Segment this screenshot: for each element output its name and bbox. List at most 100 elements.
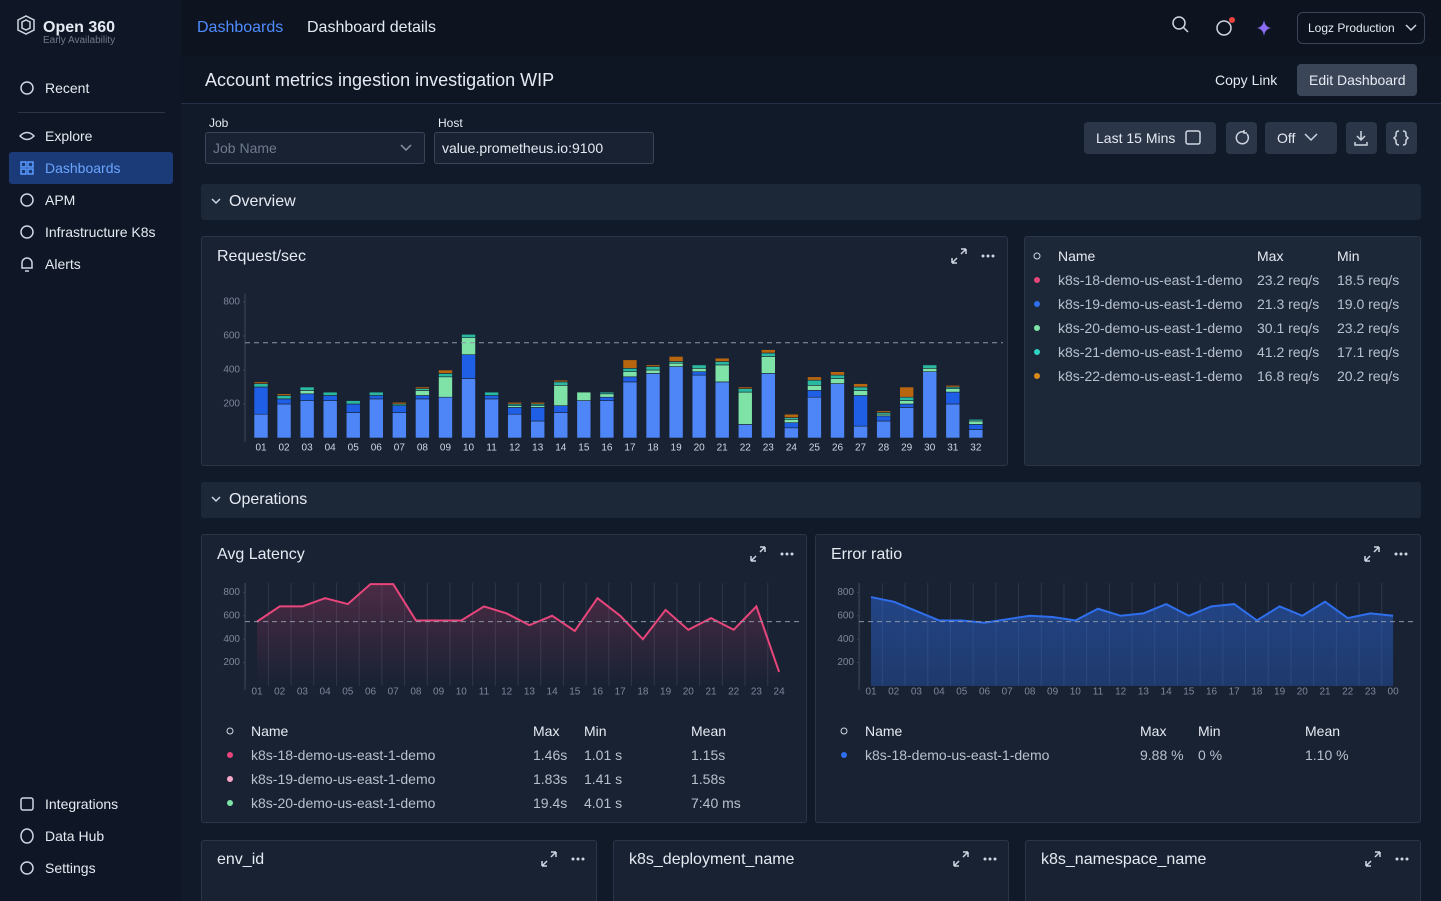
x-tick-label: 14 <box>555 443 567 454</box>
collapse-icon[interactable] <box>211 198 221 503</box>
cell: k8s-18-demo-us-east-1-demo <box>865 747 1050 763</box>
bar-segment <box>853 395 868 427</box>
bar-segment <box>830 374 845 379</box>
apm-icon <box>20 193 34 207</box>
bar-segment <box>714 361 730 366</box>
cell: 41.2 req/s <box>1257 344 1320 360</box>
x-tick-label: 19 <box>1274 687 1286 698</box>
nav-active <box>9 152 173 184</box>
header-dot <box>1033 252 1041 260</box>
expand-icon[interactable] <box>1365 851 1381 867</box>
bar-segment <box>899 396 914 401</box>
refresh-button[interactable] <box>1226 122 1257 154</box>
bar-segment <box>853 425 868 439</box>
expand-icon[interactable] <box>1364 546 1380 562</box>
x-tick-label: 10 <box>463 443 475 454</box>
bar-segment <box>299 390 315 395</box>
bar-segment <box>415 390 430 396</box>
header-dot <box>840 727 848 735</box>
column-header: Mean <box>691 723 727 739</box>
bar-segment <box>691 364 707 369</box>
x-tick-label: 01 <box>251 687 263 698</box>
y-tick-label: 200 <box>223 657 240 668</box>
expand-icon[interactable] <box>541 851 557 867</box>
bar-segment <box>484 398 499 439</box>
bar-segment <box>276 393 292 396</box>
cell: 21.3 req/s <box>1257 296 1320 312</box>
bar-segment <box>507 413 522 439</box>
bar-segment <box>807 384 822 391</box>
line <box>256 583 781 673</box>
edit-button[interactable] <box>1297 64 1417 96</box>
column-header: Max <box>533 723 560 739</box>
column-header: Min <box>1198 723 1221 739</box>
bar-segment <box>714 364 730 383</box>
y-tick-label: 400 <box>223 365 240 376</box>
refresh-select[interactable] <box>1265 122 1337 154</box>
bar-segment <box>253 383 269 388</box>
legend-panel <box>1024 236 1421 466</box>
bar-segment <box>599 400 615 439</box>
panel-title: Request/sec <box>217 248 306 265</box>
x-tick-label: 06 <box>371 443 383 454</box>
bar-segment <box>553 412 569 439</box>
expand-icon[interactable] <box>953 851 969 867</box>
section-bar[interactable] <box>201 482 1421 518</box>
chevron <box>400 144 412 152</box>
expand-icon[interactable] <box>750 546 766 562</box>
bar-segment <box>392 405 407 413</box>
ai-icon[interactable] <box>1257 20 1271 36</box>
panel-title: k8s_deployment_name <box>629 851 795 868</box>
bar-segment <box>276 398 292 405</box>
panel-title: k8s_namespace_name <box>1041 851 1207 868</box>
section-bar[interactable] <box>201 184 1421 220</box>
section-title: Operations <box>229 491 308 508</box>
expand-icon[interactable] <box>951 248 967 264</box>
bar-segment <box>507 407 522 415</box>
bar-segment <box>714 381 730 439</box>
y-tick-label: 600 <box>223 610 240 621</box>
menu-dot <box>790 552 794 556</box>
x-tick-label: 21 <box>717 443 729 454</box>
cell: 1.10 % <box>1305 747 1349 763</box>
column-header: Min <box>584 723 607 739</box>
search-icon[interactable] <box>1172 16 1189 33</box>
bar-segment <box>761 352 776 357</box>
x-tick-label: 07 <box>1002 687 1014 698</box>
time-range[interactable] <box>1084 122 1216 154</box>
json-button[interactable] <box>1386 122 1417 154</box>
bar-segment <box>576 400 592 439</box>
nav-item: Data Hub <box>45 828 105 844</box>
bar-segment <box>253 413 269 439</box>
x-tick-label: 24 <box>774 687 786 698</box>
x-tick-label: 18 <box>637 687 649 698</box>
bar-segment <box>645 369 661 374</box>
bar-segment <box>599 393 615 398</box>
x-tick-label: 01 <box>865 687 877 698</box>
bar-segment <box>899 403 914 408</box>
help-icon[interactable] <box>1216 20 1232 36</box>
bar-segment <box>392 412 407 439</box>
job-select[interactable] <box>205 132 425 164</box>
bar-segment <box>345 412 361 439</box>
panel <box>613 840 1009 901</box>
bar-segment <box>945 391 961 405</box>
bar-segment <box>761 356 776 374</box>
copy-link[interactable]: Copy Link <box>1215 72 1278 88</box>
breadcrumb-link[interactable]: Dashboards <box>197 19 284 36</box>
host-input[interactable] <box>434 132 654 164</box>
legend-dot <box>1034 325 1040 331</box>
bar-segment <box>922 371 938 439</box>
refresh-label: Off <box>1277 130 1296 146</box>
account-select[interactable] <box>1297 12 1425 44</box>
x-tick-label: 02 <box>888 687 900 698</box>
x-tick-label: 25 <box>809 443 821 454</box>
bar-segment <box>737 388 753 393</box>
y-tick-label: 400 <box>223 634 240 645</box>
bar-segment <box>968 429 984 439</box>
x-tick-label: 06 <box>979 687 991 698</box>
job-placeholder: Job Name <box>213 140 277 156</box>
bar-segment <box>322 391 338 396</box>
x-tick-label: 20 <box>694 443 706 454</box>
